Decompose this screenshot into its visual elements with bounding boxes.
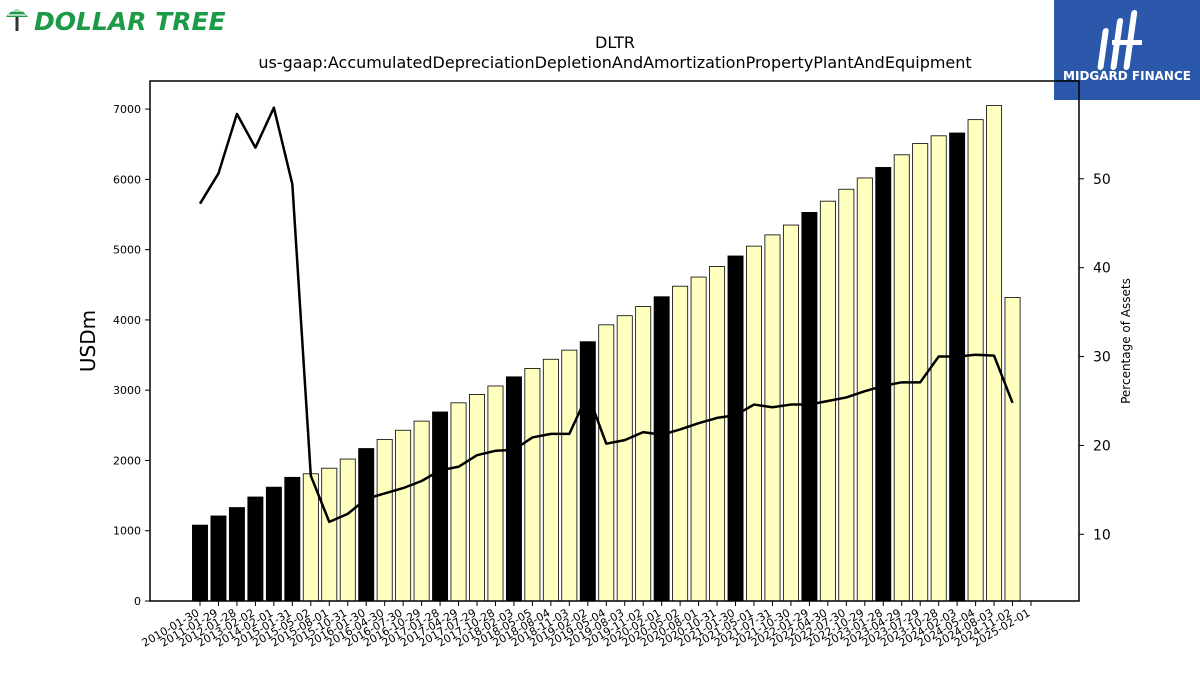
y-tick-label: 4000 (113, 314, 141, 327)
chart-title: DLTR (595, 33, 635, 52)
bar (376, 438, 393, 602)
bar (690, 276, 707, 602)
bar (782, 224, 799, 602)
bar (579, 341, 596, 602)
bar (302, 473, 319, 602)
y-tick-label: 0 (134, 595, 141, 608)
bar (746, 245, 762, 602)
bar (1004, 297, 1021, 602)
y-right-tick-label: 10 (1093, 527, 1111, 543)
midgard-finance-text: MIDGARD FINANCE (1063, 69, 1191, 83)
bar (949, 132, 966, 602)
y-tick-label: 6000 (113, 173, 141, 186)
bar (210, 515, 227, 602)
bar (524, 368, 541, 602)
bar (284, 476, 301, 602)
y-right-tick-label: 50 (1093, 172, 1111, 188)
tree-icon (6, 7, 28, 31)
y-right-tick-label: 30 (1093, 350, 1111, 366)
bar (228, 507, 245, 602)
line-group (198, 106, 1014, 524)
bar (265, 486, 282, 602)
midgard-finance-logo: MIDGARD FINANCE (1054, 0, 1200, 100)
y-tick-label: 3000 (113, 384, 141, 397)
bar (450, 402, 467, 602)
bar (930, 135, 947, 602)
y-tick-label: 5000 (113, 244, 141, 257)
bar (672, 285, 689, 602)
y-right-tick-label: 20 (1093, 438, 1111, 454)
midgard-emblem-icon (1097, 10, 1142, 70)
bar (801, 212, 818, 602)
y-tick-label: 1000 (113, 525, 141, 538)
y-axis-right-label: Percentage of Assets (1119, 278, 1133, 404)
bar (339, 458, 356, 602)
y-tick-label: 7000 (113, 103, 141, 116)
bar (413, 420, 430, 602)
bar (764, 234, 781, 602)
bar (635, 306, 652, 602)
plot-frame (149, 80, 1080, 602)
y-axis-label: USDm (76, 310, 100, 372)
bars-group (192, 105, 1021, 602)
bar (616, 315, 633, 602)
percentage-line (198, 106, 1014, 524)
bar (893, 154, 910, 602)
bar (358, 448, 375, 602)
bar (967, 119, 984, 602)
chart-subtitle: us-gaap:AccumulatedDepreciationDepletion… (258, 53, 971, 72)
bar (321, 467, 338, 602)
y-tick-label: 2000 (113, 454, 141, 467)
dollar-tree-text: DOLLAR TREE (34, 7, 226, 36)
bar (709, 266, 726, 602)
bar (192, 524, 208, 602)
bar (986, 105, 1003, 602)
bar (598, 324, 615, 602)
bar (561, 349, 578, 602)
y-right-tick-label: 40 (1093, 261, 1111, 277)
bar (542, 358, 559, 602)
bar (487, 385, 504, 602)
bar (505, 376, 522, 602)
bar (247, 496, 264, 602)
bar (653, 296, 670, 602)
bar (469, 394, 485, 602)
bar (432, 411, 449, 602)
bar (727, 255, 744, 602)
bar (912, 143, 929, 602)
bar (395, 429, 412, 602)
dollar-tree-logo: DOLLAR TREE (6, 7, 226, 36)
